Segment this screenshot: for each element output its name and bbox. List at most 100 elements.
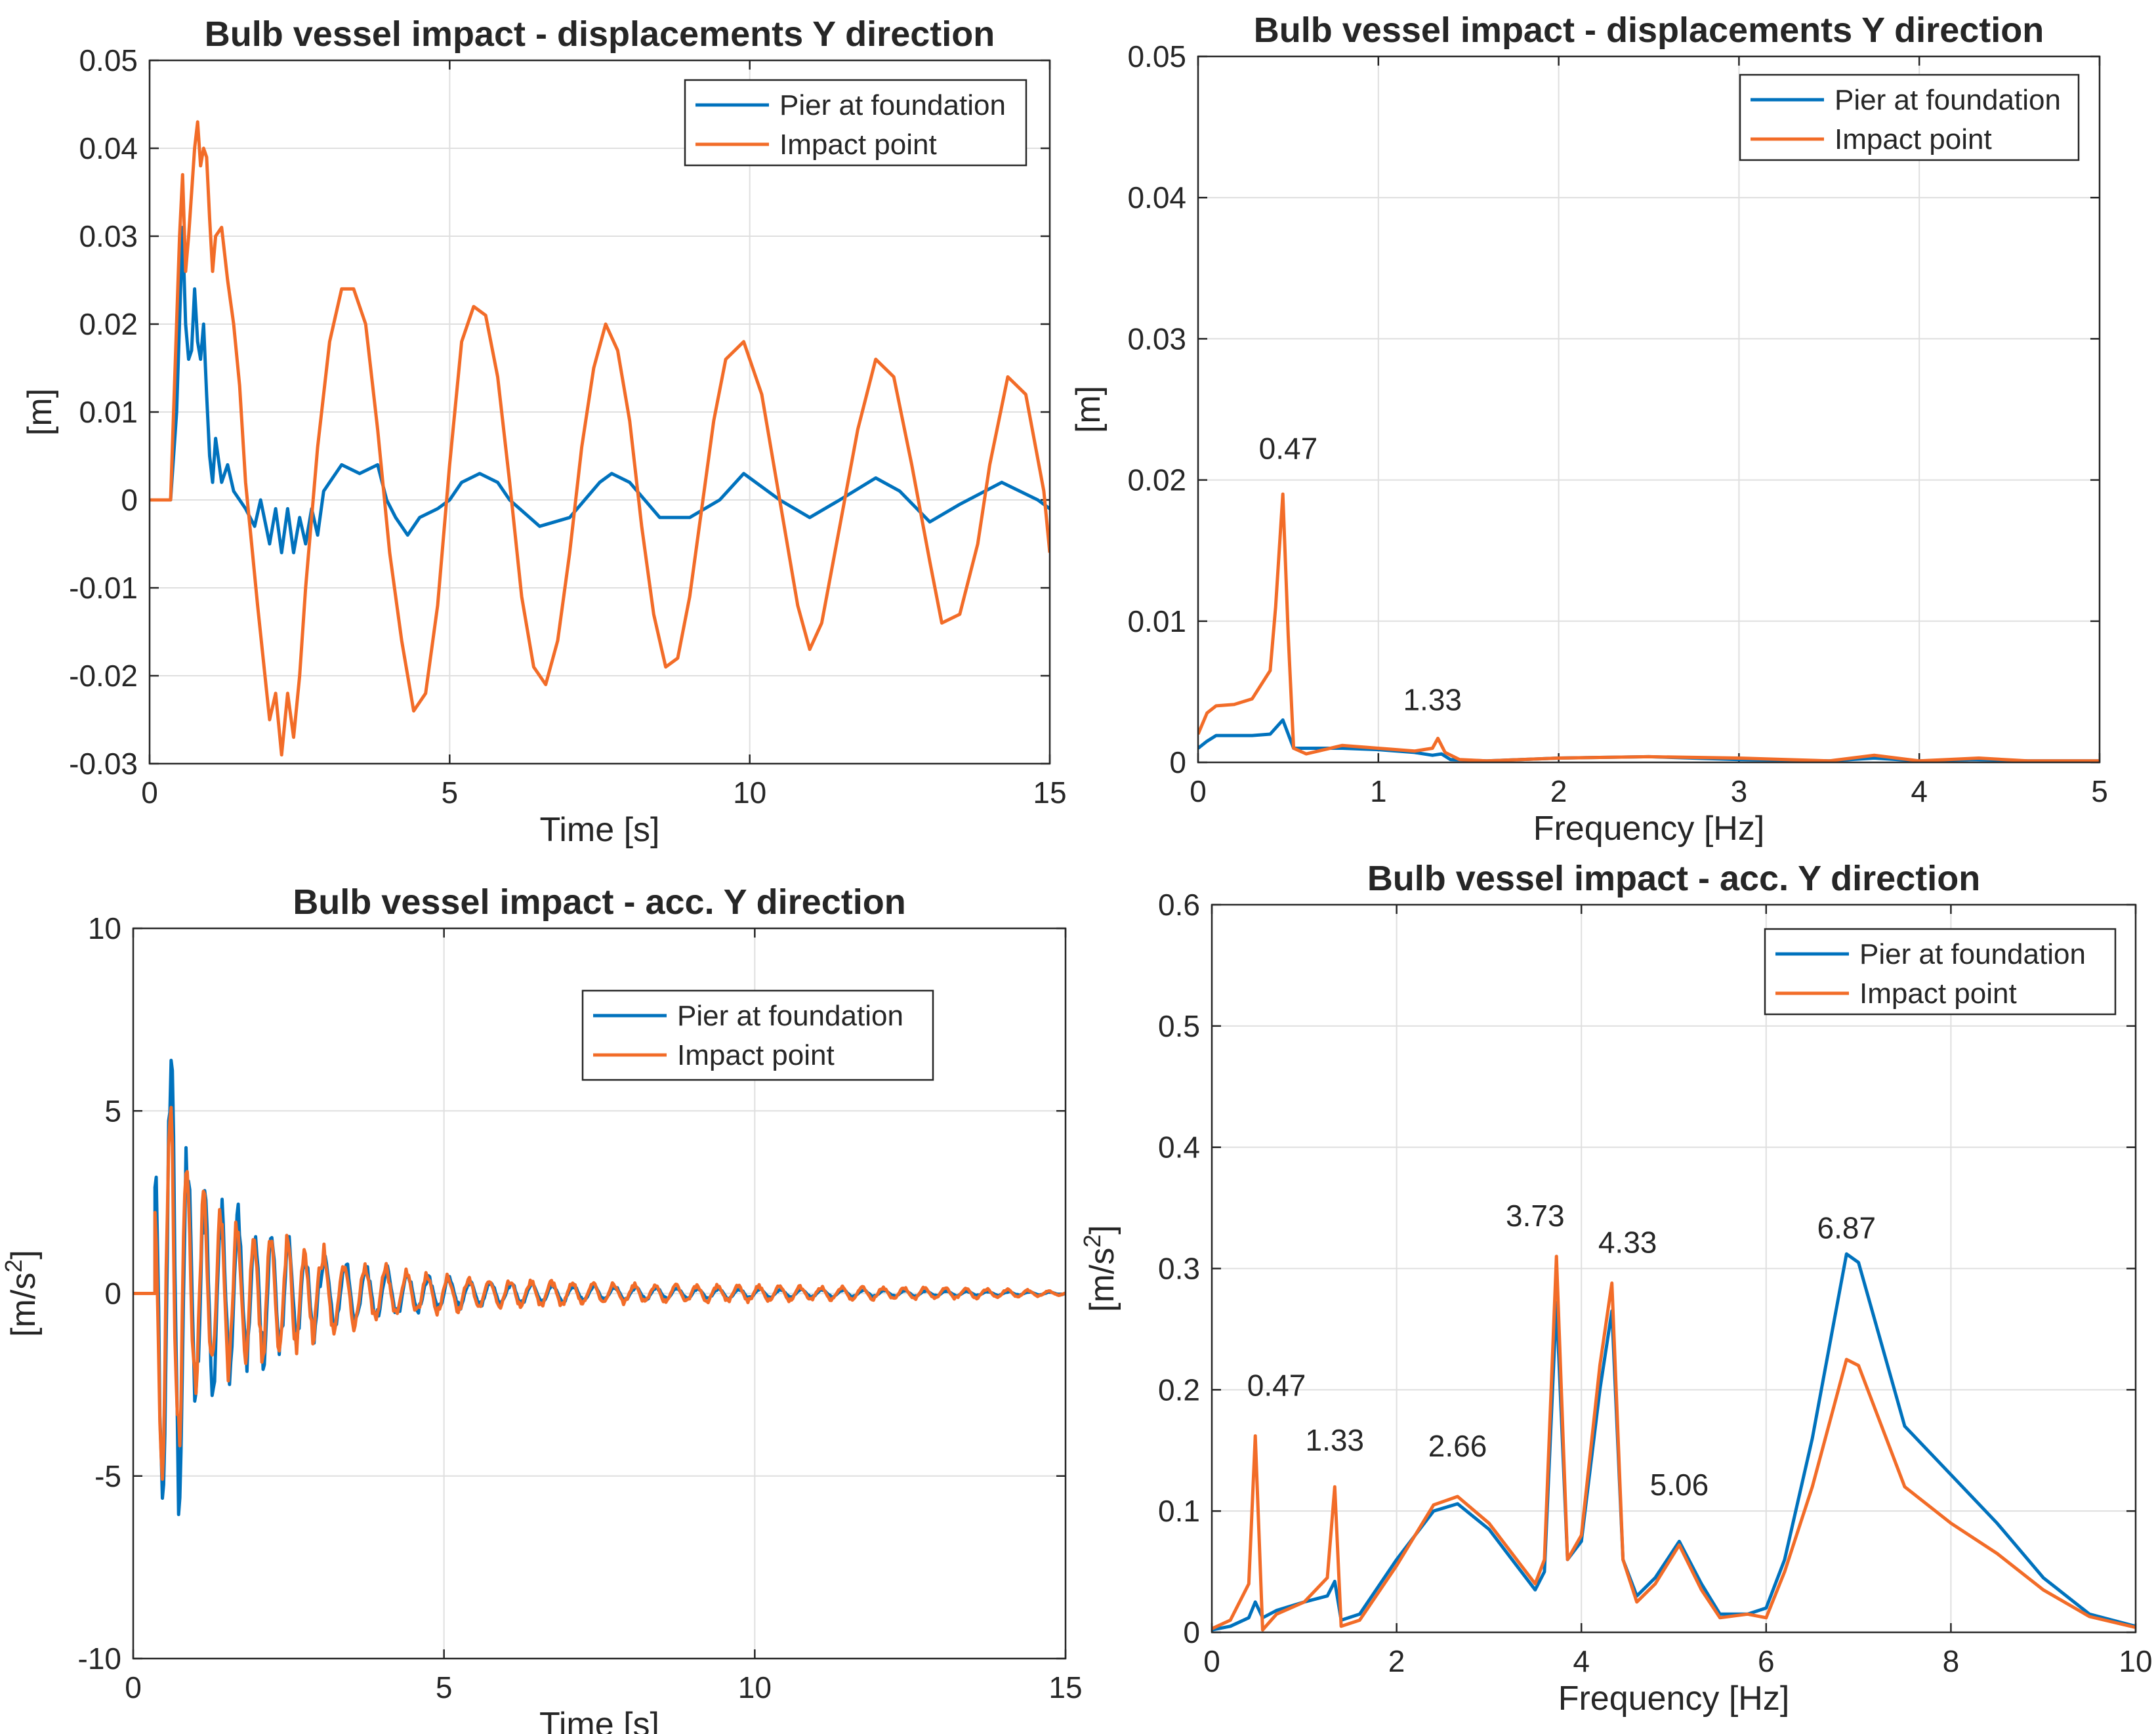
y-tick-label: -5 xyxy=(94,1459,121,1493)
series-line-pier xyxy=(1212,1252,2136,1632)
y-tick-label: 0.03 xyxy=(79,219,138,253)
x-tick-label: 0 xyxy=(125,1670,142,1704)
chart-panel-2: 0 1 2 3 4 5 0 0.01 0.02 0.03 0.04 0.05 0.47 1.33 Bulb … xyxy=(1069,10,2108,848)
y-tick-label: 0.05 xyxy=(1127,39,1186,73)
plot-lines xyxy=(133,1058,1066,1516)
y-tick-label: 0.04 xyxy=(79,131,138,165)
y-axis-label: [m/s2] xyxy=(1079,1225,1121,1312)
x-tick-label: 10 xyxy=(2119,1644,2152,1678)
y-tick-label: -0.01 xyxy=(69,571,138,605)
peak-annotation: 6.87 xyxy=(1817,1210,1876,1245)
x-axis-label: Frequency [Hz] xyxy=(1558,1680,1790,1718)
series-line-impact xyxy=(1212,1254,2136,1632)
y-tick-label: 0 xyxy=(121,483,138,517)
peak-annotation: 1.33 xyxy=(1305,1423,1364,1457)
y-tick-label: 0.1 xyxy=(1158,1494,1200,1528)
peak-annotation: 5.06 xyxy=(1650,1468,1709,1502)
y-axis-label-end: ] xyxy=(5,1250,43,1259)
y-tick-label: 0.03 xyxy=(1127,321,1186,356)
legend-box xyxy=(684,79,1027,167)
x-axis-label: Time [s] xyxy=(539,1706,659,1734)
y-axis-label-sup: 2 xyxy=(1079,1235,1106,1248)
plot-lines xyxy=(1198,492,2100,762)
x-tick-label: 4 xyxy=(1573,1644,1590,1678)
x-tick-label: 1 xyxy=(1370,774,1387,808)
legend-label-pier: Pier at foundation xyxy=(779,89,1006,121)
y-tick-label: -10 xyxy=(78,1641,121,1676)
axes-frame xyxy=(132,927,1067,1660)
x-tick-label: 6 xyxy=(1758,1644,1775,1678)
chart-panel-1: 0 5 10 15 -0.03 -0.02 -0.01 0 0.01 0.02 0.03 0.04 0.… xyxy=(21,14,1067,849)
plot-lines xyxy=(150,120,1050,757)
peak-annotation: 0.47 xyxy=(1259,431,1318,465)
legend: Pier at foundation Impact point xyxy=(684,79,1027,167)
legend-label-impact: Impact point xyxy=(1835,123,1992,155)
y-axis-label: [m/s2] xyxy=(0,1250,43,1337)
chart-title: Bulb vessel impact - displacements Y dir… xyxy=(205,14,995,54)
peak-annotation: 4.33 xyxy=(1598,1225,1657,1259)
peak-annotation: 1.33 xyxy=(1403,682,1462,716)
series-line-impact xyxy=(150,120,1050,757)
legend-label-impact: Impact point xyxy=(677,1039,835,1071)
x-tick-label: 2 xyxy=(1550,774,1567,808)
chart-title: Bulb vessel impact - acc. Y direction xyxy=(293,882,905,922)
legend-label-impact: Impact point xyxy=(1859,978,2017,1010)
series-line-pier xyxy=(1198,718,2100,762)
y-axis-label-base: [m/s xyxy=(1083,1248,1121,1312)
y-tick-label: 0.2 xyxy=(1158,1373,1200,1407)
y-tick-label: 0 xyxy=(1169,745,1186,779)
x-tick-label: 2 xyxy=(1388,1644,1405,1678)
peak-annotation: 2.66 xyxy=(1428,1429,1487,1463)
legend: Pier at foundation Impact point xyxy=(1739,73,2080,161)
y-tick-label: 0.02 xyxy=(1127,463,1186,497)
y-tick-label: 0 xyxy=(1183,1615,1200,1649)
x-tick-label: 10 xyxy=(738,1670,772,1704)
y-tick-label: 0.6 xyxy=(1158,888,1200,922)
y-tick-label: 0.4 xyxy=(1158,1130,1200,1165)
x-tick-label: 3 xyxy=(1731,774,1748,808)
plot-area xyxy=(1198,56,2100,762)
y-tick-label: 10 xyxy=(88,911,121,945)
y-axis-label: [m] xyxy=(1069,386,1108,433)
y-tick-label: 0.5 xyxy=(1158,1009,1200,1043)
legend-label-pier: Pier at foundation xyxy=(677,1000,903,1032)
grid xyxy=(149,60,1050,764)
x-tick-label: 0 xyxy=(141,775,158,810)
y-tick-label: 5 xyxy=(104,1094,121,1128)
y-axis-label-base: [m/s xyxy=(5,1273,43,1337)
x-tick-label: 5 xyxy=(442,775,459,810)
legend-label-impact: Impact point xyxy=(779,129,937,161)
y-tick-label: 0.02 xyxy=(79,307,138,341)
y-axis-label: [m] xyxy=(21,388,59,436)
x-tick-label: 0 xyxy=(1203,1644,1220,1678)
x-tick-label: 0 xyxy=(1190,774,1207,808)
chart-title: Bulb vessel impact - acc. Y direction xyxy=(1367,859,1980,898)
x-tick-label: 5 xyxy=(436,1670,453,1704)
y-tick-label: 0.04 xyxy=(1127,180,1186,215)
peak-annotation: 0.47 xyxy=(1247,1369,1306,1403)
x-tick-label: 4 xyxy=(1911,774,1928,808)
x-tick-label: 5 xyxy=(2091,774,2108,808)
y-axis-label-sup: 2 xyxy=(0,1260,27,1273)
legend-label-pier: Pier at foundation xyxy=(1859,938,2086,970)
y-tick-label: 0.05 xyxy=(79,43,138,77)
x-tick-label: 8 xyxy=(1943,1644,1960,1678)
chart-panel-3: 0 5 10 15 -10 -5 0 5 10 Bulb vessel impact - acc.… xyxy=(0,882,1083,1734)
series-line-impact xyxy=(1198,492,2100,762)
axes-frame xyxy=(148,59,1051,765)
y-tick-label: 0.01 xyxy=(79,395,138,429)
x-axis-label: Time [s] xyxy=(540,811,660,849)
x-tick-label: 15 xyxy=(1033,775,1066,810)
y-tick-label: 0 xyxy=(104,1277,121,1311)
legend-box xyxy=(581,989,934,1081)
y-axis-label-end: ] xyxy=(1083,1225,1121,1234)
legend: Pier at foundation Impact point xyxy=(1764,928,2117,1016)
chart-title: Bulb vessel impact - displacements Y dir… xyxy=(1254,10,2044,50)
y-tick-label: -0.02 xyxy=(69,659,138,693)
y-tick-label: -0.03 xyxy=(69,747,138,781)
x-tick-label: 10 xyxy=(733,775,766,810)
axes-frame xyxy=(1211,903,2137,1634)
legend-label-pier: Pier at foundation xyxy=(1835,84,2061,116)
y-tick-label: 0.3 xyxy=(1158,1252,1200,1286)
